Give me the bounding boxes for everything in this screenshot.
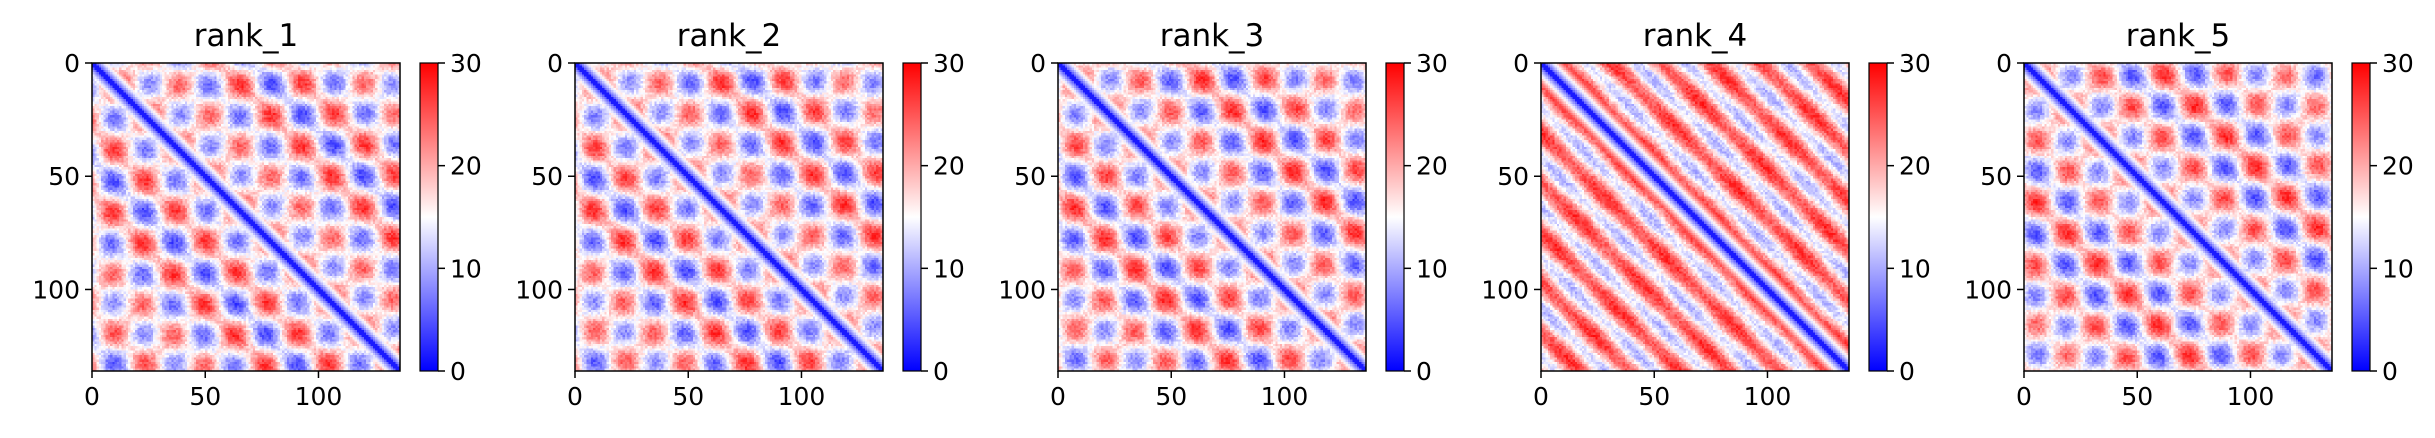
y-tick-label: 0 (1996, 49, 2012, 78)
x-tick-label: 0 (1533, 382, 1549, 411)
heatmap-image (1058, 63, 1366, 371)
colorbar-tick-label: 20 (933, 152, 965, 181)
colorbar-tick-label: 20 (2382, 152, 2414, 181)
colorbar-tick-label: 30 (2382, 49, 2414, 78)
colorbar-tick-label: 10 (450, 254, 482, 283)
heatmap-panel: rank_5 0 50 100 0 50 100 0 10 20 30 (1964, 18, 2414, 411)
plot-frame (2023, 62, 2333, 372)
y-tick-label: 100 (1481, 275, 1529, 304)
colorbar-tick-label: 20 (1899, 152, 1931, 181)
y-tick-label: 50 (1980, 162, 2012, 191)
x-tick-label: 100 (2227, 382, 2275, 411)
y-tick-label: 50 (1497, 162, 1529, 191)
y-tick-label: 0 (547, 49, 563, 78)
colorbar-tick-label: 10 (2382, 254, 2414, 283)
colorbar (1385, 62, 1405, 372)
y-tick-label: 50 (531, 162, 563, 191)
x-tick-label: 0 (567, 382, 583, 411)
colorbar (2351, 62, 2371, 372)
x-tick-label: 100 (778, 382, 826, 411)
panel-title: rank_5 (2126, 18, 2231, 54)
plot-frame (1540, 62, 1850, 372)
y-tick-label: 100 (1964, 275, 2012, 304)
heatmap-image (1541, 63, 1849, 371)
colorbar-tick-label: 0 (933, 357, 949, 386)
colorbar (902, 62, 922, 372)
x-tick-label: 0 (2016, 382, 2032, 411)
colorbar-tick-label: 30 (1899, 49, 1931, 78)
plot-frame (91, 62, 401, 372)
colorbar-tick-label: 20 (450, 152, 482, 181)
colorbar-tick-label: 0 (450, 357, 466, 386)
colorbar-tick-label: 20 (1416, 152, 1448, 181)
colorbar-tick-label: 30 (933, 49, 965, 78)
x-tick-label: 100 (1744, 382, 1792, 411)
y-tick-label: 0 (64, 49, 80, 78)
x-tick-label: 50 (2121, 382, 2153, 411)
heatmap-panel: rank_2 0 50 100 0 50 100 0 10 20 30 (515, 18, 965, 411)
x-tick-label: 100 (295, 382, 343, 411)
colorbar-tick-label: 0 (2382, 357, 2398, 386)
panel-title: rank_1 (194, 18, 299, 54)
colorbar-tick-label: 0 (1416, 357, 1432, 386)
x-tick-label: 50 (189, 382, 221, 411)
heatmap-panel: rank_4 0 50 100 0 50 100 0 10 20 30 (1481, 18, 1931, 411)
x-tick-label: 100 (1261, 382, 1309, 411)
y-tick-label: 100 (998, 275, 1046, 304)
x-tick-label: 0 (1050, 382, 1066, 411)
colorbar-tick-label: 0 (1899, 357, 1915, 386)
colorbar-tick-label: 30 (1416, 49, 1448, 78)
y-tick-label: 0 (1030, 49, 1046, 78)
x-tick-label: 50 (1638, 382, 1670, 411)
panel-title: rank_2 (677, 18, 782, 54)
colorbar-tick-label: 30 (450, 49, 482, 78)
heatmap-panel: rank_1 0 50 100 0 50 100 0 10 20 30 (32, 18, 482, 411)
x-tick-label: 50 (672, 382, 704, 411)
y-tick-label: 50 (1014, 162, 1046, 191)
plot-frame (574, 62, 884, 372)
colorbar (1868, 62, 1888, 372)
heatmap-image (92, 63, 400, 371)
heatmap-image (575, 63, 883, 371)
y-tick-label: 50 (48, 162, 80, 191)
colorbar-tick-label: 10 (1899, 254, 1931, 283)
colorbar-tick-label: 10 (933, 254, 965, 283)
heatmap-panel: rank_3 0 50 100 0 50 100 0 10 20 30 (998, 18, 1448, 411)
y-tick-label: 100 (515, 275, 563, 304)
x-tick-label: 50 (1155, 382, 1187, 411)
colorbar-tick-label: 10 (1416, 254, 1448, 283)
y-tick-label: 100 (32, 275, 80, 304)
plot-frame (1057, 62, 1367, 372)
heatmap-image (2024, 63, 2332, 371)
x-tick-label: 0 (84, 382, 100, 411)
y-tick-label: 0 (1513, 49, 1529, 78)
colorbar (419, 62, 439, 372)
panel-title: rank_4 (1643, 18, 1748, 54)
panel-title: rank_3 (1160, 18, 1265, 54)
